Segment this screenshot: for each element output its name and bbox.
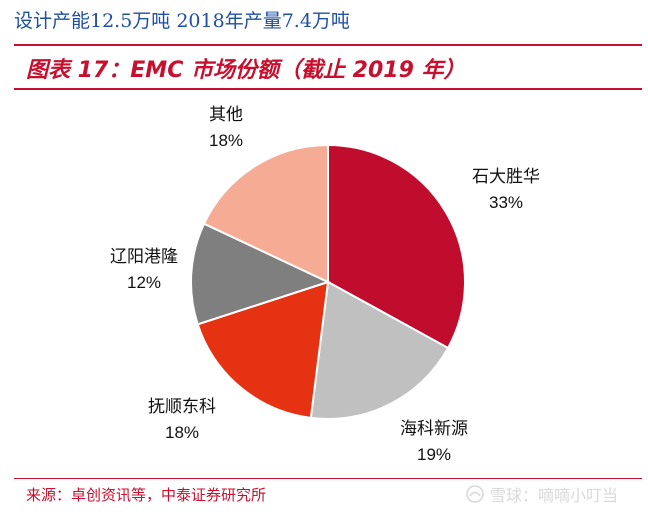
slice-name-label: 辽阳港隆: [110, 247, 178, 266]
slice-value-label: 18%: [165, 423, 199, 442]
slice-name-label: 抚顺东科: [148, 397, 216, 416]
slice-name-label: 石大胜华: [472, 167, 540, 186]
slice-name-label: 海科新源: [400, 419, 468, 438]
pie-slice-4: [202, 143, 329, 284]
slice-value-label: 19%: [417, 445, 451, 464]
slice-name-label: 其他: [209, 105, 243, 124]
pie-slice-2: [196, 280, 330, 420]
footer-divider: [14, 478, 642, 479]
watermark: 雪球：嘀嘀小叮当: [466, 482, 618, 506]
slice-value-label: 18%: [209, 131, 243, 150]
pie-slice-0: [327, 143, 466, 350]
source-note: 来源：卓创资讯等，中泰证券研究所: [26, 486, 267, 504]
slice-value-label: 33%: [489, 193, 523, 212]
header-title: 设计产能12.5万吨 2018年产量7.4万吨: [14, 10, 350, 32]
slice-value-label: 12%: [127, 273, 161, 292]
snowball-icon: [466, 485, 484, 503]
pie-slice-3: [190, 222, 331, 326]
figure-title-divider: [14, 88, 642, 90]
pie-slice-1: [309, 280, 450, 420]
header-divider: [14, 44, 642, 46]
watermark-text: 雪球：嘀嘀小叮当: [490, 486, 619, 505]
figure-title: 图表 17：EMC 市场份额（截止 2019 年）: [26, 58, 466, 83]
